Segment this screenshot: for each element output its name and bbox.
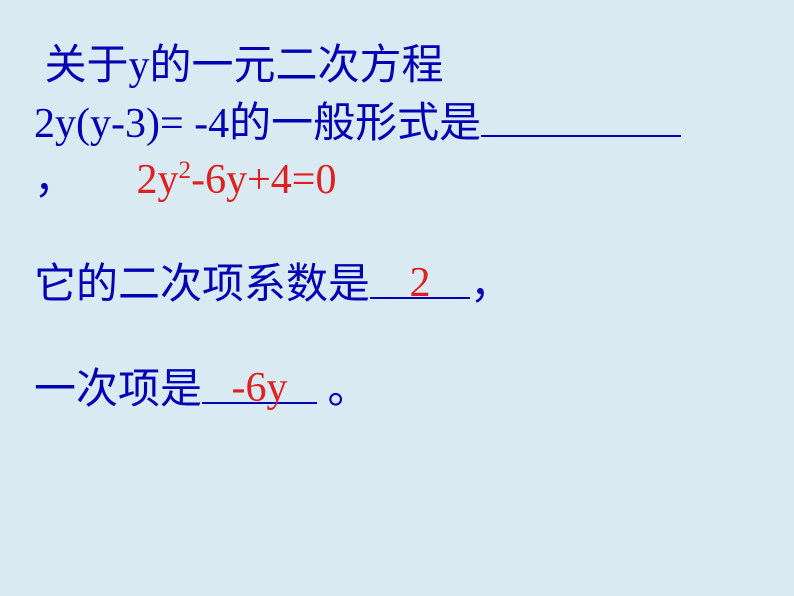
text-line4-post: 。 (317, 367, 370, 413)
answer1-post: -6y+4=0 (191, 157, 336, 203)
spacer-2 (34, 314, 794, 362)
text-line4-pre: 一次项是 (34, 367, 202, 413)
line-2: 2y(y-3)= -4的一般形式是 (34, 95, 794, 153)
line-4: 一次项是-6y 。 (34, 362, 794, 419)
blank-1 (481, 95, 681, 137)
line-3: 它的二次项系数是2， (34, 257, 794, 314)
answer-2: 2 (410, 260, 431, 306)
blank-2: 2 (370, 257, 470, 299)
slide-content: 关于y的一元二次方程 2y(y-3)= -4的一般形式是 ， 2y2-6y+4=… (0, 0, 794, 418)
answer-1: 2y2-6y+4=0 (87, 157, 337, 203)
text-line2-pre: 2y(y-3)= -4的一般形式是 (34, 101, 481, 147)
text-line2-comma: ， (34, 157, 76, 203)
text-line1: 关于y的一元二次方程 (34, 43, 444, 89)
answer-3: -6y (232, 365, 288, 411)
spacer-1 (34, 209, 794, 257)
line-2b: ， 2y2-6y+4=0 (34, 152, 794, 209)
blank-3: -6y (202, 362, 317, 404)
answer1-pre: 2y (137, 157, 179, 203)
line-1: 关于y的一元二次方程 (34, 38, 794, 95)
answer1-sup: 2 (179, 157, 192, 184)
text-line3-post: ， (470, 262, 512, 308)
text-line3-pre: 它的二次项系数是 (34, 262, 370, 308)
